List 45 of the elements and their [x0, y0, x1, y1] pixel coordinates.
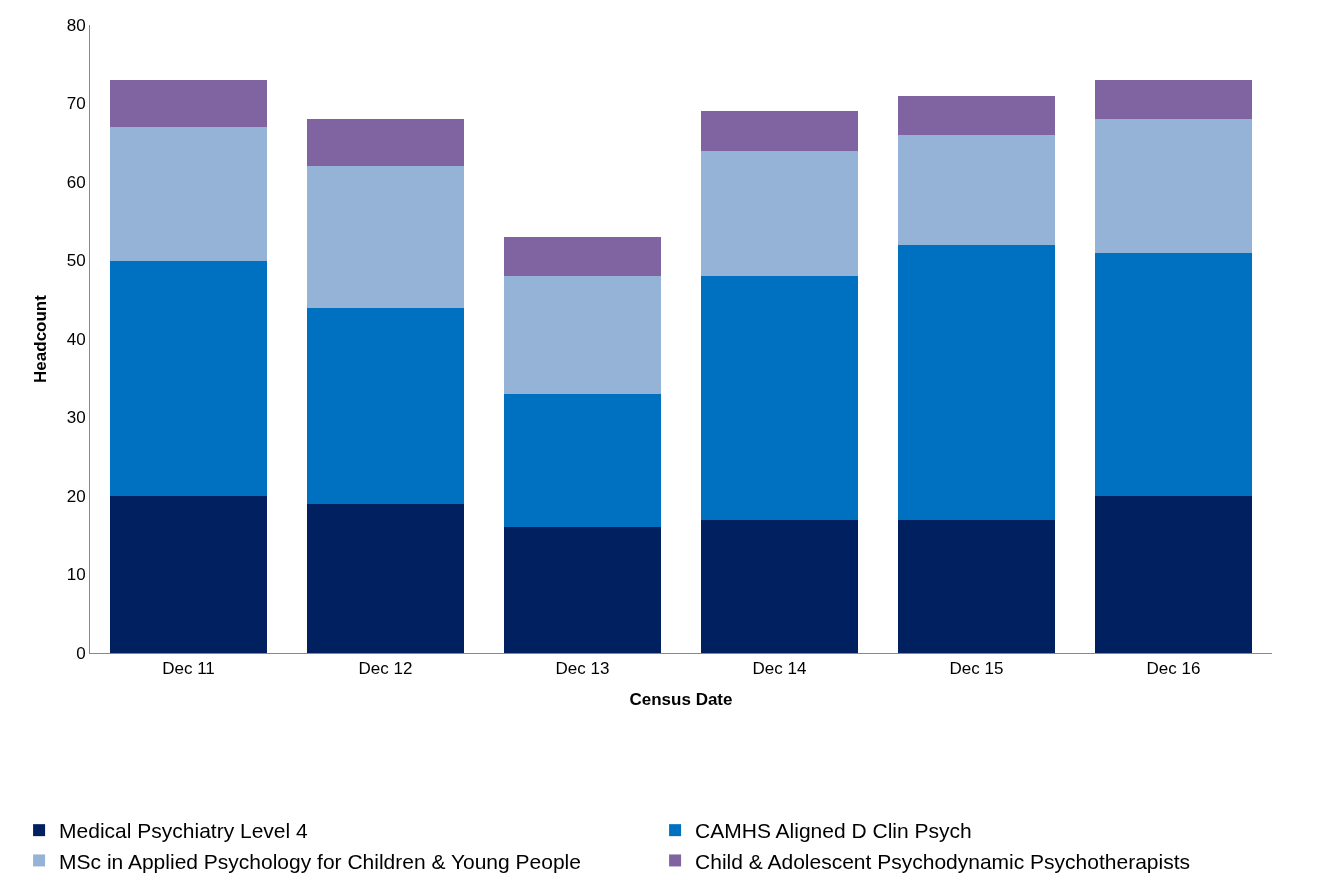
bar — [109, 496, 268, 653]
y-tick-label: 40 — [66, 329, 86, 349]
y-tick-label: 60 — [66, 172, 86, 192]
bar — [503, 527, 662, 653]
bar — [503, 276, 662, 394]
bar — [306, 166, 465, 308]
bar — [306, 307, 465, 504]
bar — [897, 519, 1056, 653]
x-tick-label: Dec 11 — [162, 659, 215, 679]
bar — [109, 127, 268, 261]
bar — [109, 260, 268, 496]
bar — [897, 134, 1056, 245]
bar — [897, 244, 1056, 520]
bar — [897, 95, 1056, 135]
y-tick-label: 20 — [66, 486, 86, 506]
bar — [700, 519, 859, 653]
x-axis-title: Census Date — [629, 689, 733, 709]
x-tick-label: Dec 12 — [358, 659, 413, 679]
bar — [1094, 79, 1253, 120]
bar — [700, 111, 859, 151]
x-tick-label: Dec 14 — [752, 659, 807, 679]
y-tick-label: 50 — [66, 251, 86, 271]
bar — [1094, 496, 1253, 653]
x-tick-label: Dec 15 — [949, 659, 1004, 679]
y-axis-title: Headcount — [31, 294, 51, 383]
y-tick-label: 80 — [66, 15, 86, 35]
bar — [1094, 252, 1253, 496]
bar — [503, 393, 662, 528]
y-tick-label: 10 — [66, 565, 86, 585]
legend-label: CAMHS Aligned D Clin Psych — [695, 819, 972, 843]
legend-label: MSc in Applied Psychology for Children & Young People — [59, 849, 581, 873]
legend-label: Medical Psychiatry Level 4 — [59, 819, 309, 843]
legend-label: Child & Adolescent Psychodynamic Psychotherapists — [695, 849, 1190, 873]
bar — [306, 119, 465, 167]
y-tick-label: 70 — [66, 94, 86, 114]
bar — [700, 276, 859, 520]
y-tick-label: 30 — [66, 408, 86, 428]
bar — [1094, 119, 1253, 253]
bar — [503, 236, 662, 277]
x-tick-label: Dec 16 — [1146, 659, 1201, 679]
bar — [109, 79, 268, 128]
x-tick-label: Dec 13 — [555, 659, 610, 679]
bar — [306, 503, 465, 653]
y-tick-label: 0 — [76, 643, 86, 663]
bar — [700, 150, 859, 277]
